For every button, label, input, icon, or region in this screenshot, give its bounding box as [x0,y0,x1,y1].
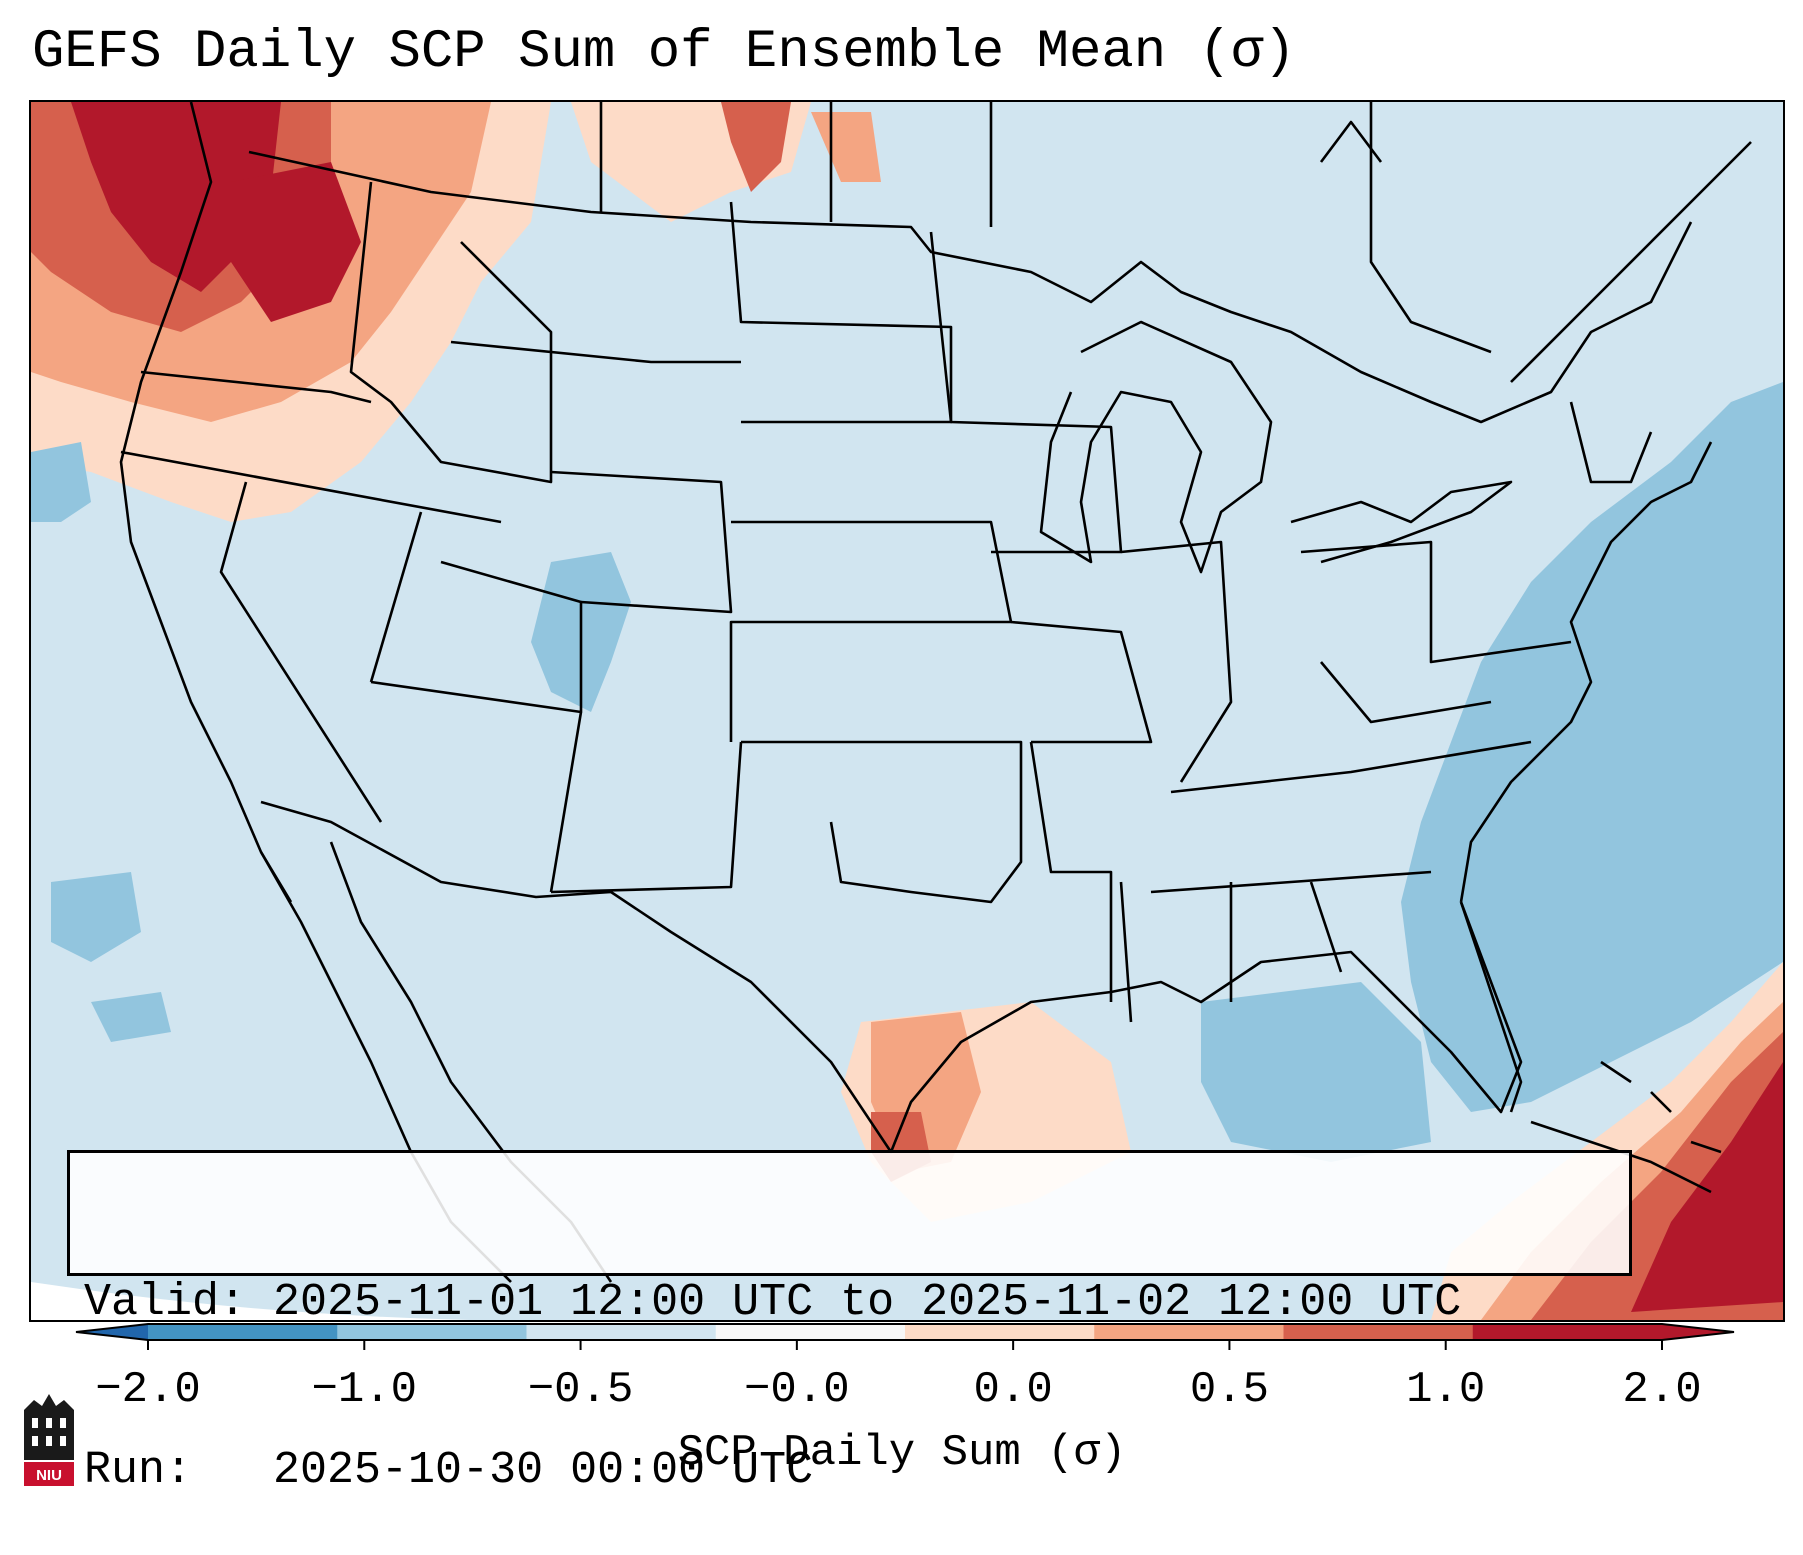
map-panel [29,100,1785,1322]
state-line-or-ca [120,450,502,524]
anomaly-region-caribbean-max [1631,1062,1783,1312]
chart-title: GEFS Daily SCP Sum of Ensemble Mean (σ) [32,22,1296,83]
svg-text:NIU: NIU [36,1467,62,1484]
atlantic-coast [1459,441,1713,903]
state-line-il-in [1120,540,1233,783]
state-boundaries [119,102,1752,1283]
anomaly-region-canada-2 [721,102,791,192]
anomaly-region-pacific-2 [51,872,141,962]
lake-erie-ontario [1290,480,1513,564]
state-line-nm-tx [550,741,743,894]
colorbar-tick-label: 1.0 [1406,1365,1486,1415]
anomaly-region-pacific-3 [91,992,171,1042]
colorbar-segment [148,1324,338,1340]
state-line-az-nm [549,711,583,893]
anomaly-region-pnw-max-2 [231,162,361,322]
niu-logo: NIU [20,1390,78,1488]
colorbar-tick-label: −0.5 [527,1365,634,1415]
colorbar-segment [1094,1324,1284,1340]
state-line-ne [1569,401,1653,484]
us-canada-border [248,150,1693,424]
southern-border-gulf-coast [260,800,1523,1154]
colorbar-extend-high [1662,1324,1734,1340]
anomaly-region-atlantic [1401,382,1783,1112]
hudson-shore [1319,120,1383,163]
colorbar-outline [75,1323,1735,1341]
colorbar-tick-label: −0.0 [744,1365,850,1415]
valid-time-text: Valid: 2025-11-01 12:00 UTC to 2025-11-0… [84,1277,1462,1328]
state-line-ms-al [1119,881,1343,1023]
state-line-mt-wy [450,340,741,364]
state-line-ut-az [370,560,583,714]
anomaly-region-pnw-max [71,102,281,292]
projection-edge-fill [31,1282,631,1320]
state-line-tn-south [1150,870,1432,894]
west-coast [119,102,293,903]
anomaly-region-canada-3 [811,112,881,182]
state-line-id-east [349,181,553,484]
state-line-co [550,470,733,614]
colorbar [75,1323,1735,1350]
state-line-oh-pa [1300,540,1572,664]
state-line-ar-la [1029,741,1113,1002]
state-line-ky-tn [1170,740,1532,794]
scp-map [31,102,1783,1320]
anomaly-region-pacific-1 [31,442,91,522]
state-line-wa-or [140,370,372,404]
colorbar-segment [1472,1324,1663,1340]
anomaly-region-gulf [1201,982,1431,1162]
colorbar-tick-label: 0.5 [1189,1365,1270,1415]
colorbar-tick-label: 2.0 [1622,1365,1702,1415]
state-line-wv-va [1320,661,1492,724]
colorbar-tick-label: −1.0 [311,1365,418,1415]
colorbar-segment [337,1324,527,1340]
state-line-mn-ia [929,231,1123,554]
great-lakes [1039,320,1273,574]
valid-run-info-box: Valid: 2025-11-01 12:00 UTC to 2025-11-0… [67,1150,1632,1496]
state-line-ok [741,740,1023,904]
colorbar-tick-label: −2.0 [95,1365,201,1415]
canada-lines [599,102,1492,354]
state-line-mo-ar [1010,620,1153,744]
colorbar-segment [526,1324,717,1340]
state-line-nv-ut [369,511,423,683]
colorbar-segment [715,1324,906,1340]
run-time-text: Run: 2025-10-30 00:00 UTC [84,1445,814,1496]
colorbar-tick-label: 0.0 [973,1365,1053,1415]
colorbar-label: SCP Daily Sum (σ) [677,1428,1127,1478]
bahamas [1600,1060,1722,1154]
colorbar-extend-low [76,1324,148,1340]
florida [1459,901,1523,1113]
state-line-nv [219,481,383,823]
state-line-dakotas [729,201,953,424]
quebec-shore [1510,141,1752,383]
colorbar-segment [1283,1324,1474,1340]
colorbar-segment [905,1324,1095,1340]
